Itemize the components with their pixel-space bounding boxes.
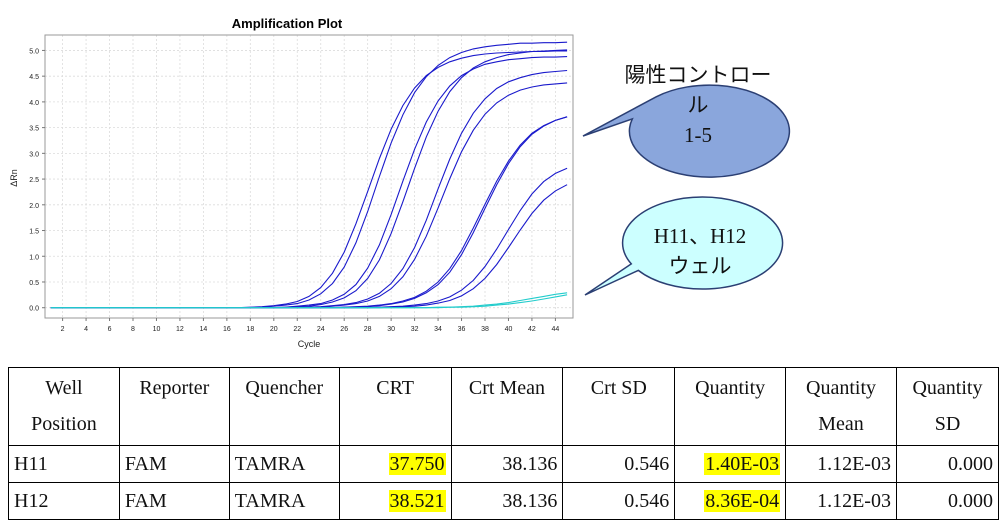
chart-grid — [45, 35, 573, 318]
plot-frame — [44, 34, 574, 319]
table-header-row: Well Position Reporter Quencher CRT Crt M… — [8, 367, 1000, 446]
callout-wells: H11、H12 ウェル — [580, 196, 784, 308]
cell-reporter: FAM — [118, 445, 230, 483]
y-tick-label: 0.5 — [29, 280, 39, 287]
table-row: H12 FAM TAMRA 38.521 38.136 0.546 8.36E-… — [8, 482, 1000, 520]
x-tick-label: 14 — [200, 326, 208, 333]
cell-quencher: TAMRA — [228, 482, 340, 520]
highlight: 1.40E-03 — [704, 452, 781, 475]
series-line-9 — [50, 167, 568, 309]
cell-quantity-sd: 0.000 — [895, 445, 1000, 483]
cell-reporter: FAM — [118, 482, 230, 520]
x-tick-label: 40 — [505, 326, 513, 333]
y-tick-label: 1.0 — [29, 254, 39, 261]
results-table: Well Position Reporter Quencher CRT Crt M… — [8, 367, 1000, 520]
cell-well: H12 — [8, 482, 120, 520]
plot-series — [50, 41, 568, 309]
y-tick-label: 4.5 — [29, 74, 39, 81]
cell-quantity-mean: 1.12E-03 — [785, 482, 897, 520]
x-tick-label: 38 — [481, 326, 489, 333]
x-tick-label: 42 — [528, 326, 536, 333]
x-tick-label: 12 — [176, 326, 184, 333]
col-header-quencher: Quencher — [228, 367, 340, 446]
x-tick-label: 22 — [293, 326, 301, 333]
x-tick-label: 26 — [340, 326, 348, 333]
x-tick-label: 20 — [270, 326, 278, 333]
series-line-2 — [50, 41, 568, 309]
y-axis: 0.0 0.5 1.0 1.5 2.0 2.5 3.0 3.5 4.0 4.5 5.0 — [29, 48, 45, 313]
col-header-crt-mean: Crt Mean — [450, 367, 564, 446]
highlight: 8.36E-04 — [704, 489, 781, 512]
cell-crt-sd: 0.546 — [562, 445, 676, 483]
cell-crt-mean: 38.136 — [450, 445, 564, 483]
x-axis: 2 4 6 8 10 12 14 16 18 20 22 24 26 28 30 32 34 36 38 40 42 44 — [61, 318, 560, 333]
chart-title: Amplification Plot — [232, 16, 343, 31]
cell-well: H11 — [8, 445, 120, 483]
series-line-12 — [50, 294, 568, 309]
callout-wells-line2: ウェル — [668, 254, 732, 278]
cell-crt: 37.750 — [338, 445, 452, 483]
cell-crt-sd: 0.546 — [562, 482, 676, 520]
callout-positive-line1: 陽性コントロール — [624, 63, 772, 117]
series-line-10 — [50, 184, 568, 309]
highlight: 38.521 — [388, 489, 446, 512]
callout-positive-control: 陽性コントロール 1-5 — [578, 40, 791, 178]
col-header-well-position: Well Position — [8, 367, 120, 446]
y-tick-label: 3.5 — [29, 126, 39, 133]
x-axis-label: Cycle — [298, 339, 321, 349]
y-tick-label: 1.5 — [29, 229, 39, 236]
x-tick-label: 24 — [317, 326, 325, 333]
cell-quantity: 8.36E-04 — [674, 482, 787, 520]
col-header-quantity-mean: Quantity Mean — [785, 367, 897, 446]
table-row: H11 FAM TAMRA 37.750 38.136 0.546 1.40E-… — [8, 445, 1000, 483]
y-tick-label: 5.0 — [29, 48, 39, 55]
callout-wells-line1: H11、H12 — [653, 224, 747, 248]
callout-bubble — [582, 84, 791, 178]
y-tick-label: 3.0 — [29, 151, 39, 158]
x-tick-label: 30 — [387, 326, 395, 333]
col-header-quantity-sd: Quantity SD — [895, 367, 1000, 446]
col-header-quantity: Quantity — [674, 367, 787, 446]
y-tick-label: 0.0 — [29, 306, 39, 313]
y-tick-label: 4.0 — [29, 100, 39, 107]
y-tick-label: 2.5 — [29, 177, 39, 184]
x-tick-label: 44 — [552, 326, 560, 333]
cell-crt: 38.521 — [338, 482, 452, 520]
x-tick-label: 2 — [61, 326, 65, 333]
cell-quantity: 1.40E-03 — [674, 445, 787, 483]
callout-positive-line2: 1-5 — [684, 123, 712, 147]
series-line-8 — [50, 116, 568, 309]
x-tick-label: 28 — [364, 326, 372, 333]
col-header-crt: CRT — [338, 367, 452, 446]
x-tick-label: 6 — [108, 326, 112, 333]
y-tick-label: 2.0 — [29, 203, 39, 210]
cell-quantity-mean: 1.12E-03 — [785, 445, 897, 483]
x-tick-label: 4 — [84, 326, 88, 333]
highlight: 37.750 — [388, 452, 446, 475]
x-tick-label: 32 — [411, 326, 419, 333]
cell-crt-mean: 38.136 — [450, 482, 564, 520]
x-tick-label: 36 — [458, 326, 466, 333]
cell-quencher: TAMRA — [228, 445, 340, 483]
col-header-crt-sd: Crt SD — [562, 367, 676, 446]
x-tick-label: 8 — [131, 326, 135, 333]
col-header-reporter: Reporter — [118, 367, 230, 446]
cell-quantity-sd: 0.000 — [895, 482, 1000, 520]
x-tick-label: 18 — [246, 326, 254, 333]
x-tick-label: 34 — [434, 326, 442, 333]
x-tick-label: 10 — [153, 326, 161, 333]
series-line-7 — [50, 116, 568, 309]
x-tick-label: 16 — [223, 326, 231, 333]
y-axis-label: ΔRn — [9, 169, 19, 187]
amplification-plot: Amplification Plot 0.0 0.5 1.0 1.5 2.0 2.5 3.0… — [9, 16, 574, 349]
callout-bubble — [584, 196, 784, 296]
